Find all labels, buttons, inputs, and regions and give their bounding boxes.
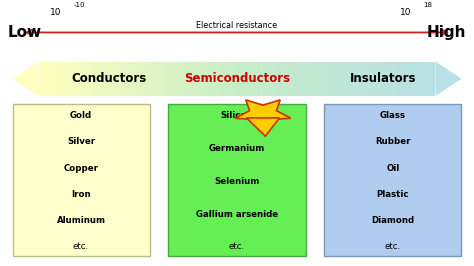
- Text: Semiconductors: Semiconductors: [184, 72, 290, 85]
- Text: Oil: Oil: [386, 164, 400, 173]
- Text: Insulators: Insulators: [350, 72, 417, 85]
- FancyBboxPatch shape: [168, 104, 306, 256]
- Text: Silicon: Silicon: [221, 111, 253, 120]
- Text: Low: Low: [8, 25, 42, 40]
- Text: Electrical resistance: Electrical resistance: [196, 21, 278, 30]
- Text: etc.: etc.: [73, 242, 89, 251]
- Text: Silver: Silver: [67, 138, 95, 147]
- Polygon shape: [235, 100, 291, 130]
- Text: Conductors: Conductors: [72, 72, 147, 85]
- Text: etc.: etc.: [385, 242, 401, 251]
- FancyBboxPatch shape: [12, 104, 150, 256]
- Text: Copper: Copper: [64, 164, 99, 173]
- Text: 18: 18: [424, 2, 433, 9]
- Text: -10: -10: [74, 2, 85, 9]
- Text: etc.: etc.: [229, 242, 245, 251]
- Text: Plastic: Plastic: [377, 190, 409, 199]
- Polygon shape: [12, 61, 38, 96]
- Polygon shape: [246, 118, 280, 136]
- Text: High: High: [427, 25, 466, 40]
- Text: Diamond: Diamond: [372, 216, 415, 225]
- Text: Germanium: Germanium: [209, 144, 265, 153]
- Text: Gallium arsenide: Gallium arsenide: [196, 210, 278, 219]
- Text: Gold: Gold: [70, 111, 92, 120]
- Text: 10: 10: [50, 8, 62, 17]
- Polygon shape: [436, 61, 462, 96]
- FancyBboxPatch shape: [324, 104, 462, 256]
- Text: Selenium: Selenium: [214, 177, 260, 186]
- Text: Glass: Glass: [380, 111, 406, 120]
- Text: Rubber: Rubber: [375, 138, 410, 147]
- Text: Aluminum: Aluminum: [56, 216, 106, 225]
- Text: Iron: Iron: [71, 190, 91, 199]
- Text: 10: 10: [400, 8, 411, 17]
